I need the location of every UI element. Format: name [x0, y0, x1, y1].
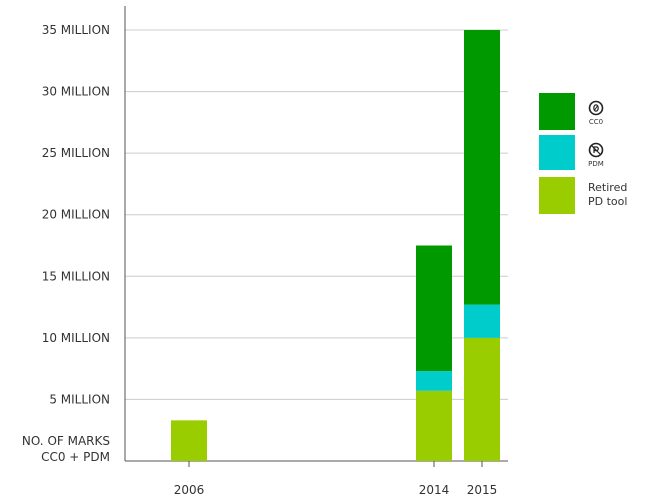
- legend-swatch-pdm: [539, 135, 575, 170]
- bar-2015-cc0: [464, 30, 500, 305]
- y-tick-label: 30 MILLION: [42, 85, 110, 99]
- y-tick-label: 35 MILLION: [42, 23, 110, 37]
- bar-2015-retired-pd-tool: [464, 337, 500, 461]
- y-tick-label: 20 MILLION: [42, 208, 110, 222]
- legend-swatch-retired-pd-tool: [539, 177, 575, 214]
- x-tick-label-2015: 2015: [467, 483, 498, 497]
- legend-swatch-cc0: [539, 93, 575, 130]
- legend-label-retired-pd-tool: PD tool: [588, 195, 627, 208]
- y-tick-label: NO. OF MARKS: [22, 434, 110, 448]
- gridlines: [125, 29, 508, 462]
- legend-icon-label-cc0: CC0: [589, 118, 603, 126]
- bar-2014-pdm: [416, 371, 452, 391]
- y-tick-label: CC0 + PDM: [41, 450, 110, 464]
- x-tick-labels: 2006 2014 2015: [174, 461, 498, 497]
- bar-2014-cc0: [416, 245, 452, 372]
- legend-icon-label-pdm: PDM: [588, 160, 604, 168]
- x-tick-label-2014: 2014: [419, 483, 450, 497]
- cc0-icon: [588, 100, 604, 116]
- y-tick-label: 10 MILLION: [42, 331, 110, 345]
- y-tick-label: 25 MILLION: [42, 146, 110, 160]
- bars: [171, 30, 500, 461]
- bar-2006-retired-pd-tool: [171, 420, 207, 461]
- y-tick-label: 5 MILLION: [49, 392, 110, 406]
- x-tick-label-2006: 2006: [174, 483, 205, 497]
- pdm-icon: [588, 142, 604, 158]
- y-tick-labels: NO. OF MARKS CC0 + PDM 5 MILLION 10 MILLION…: [22, 23, 110, 464]
- bar-2015-pdm: [464, 304, 500, 338]
- bar-2014-retired-pd-tool: [416, 390, 452, 461]
- y-tick-label: 15 MILLION: [42, 269, 110, 283]
- legend-label-retired-pd-tool: Retired: [588, 181, 627, 194]
